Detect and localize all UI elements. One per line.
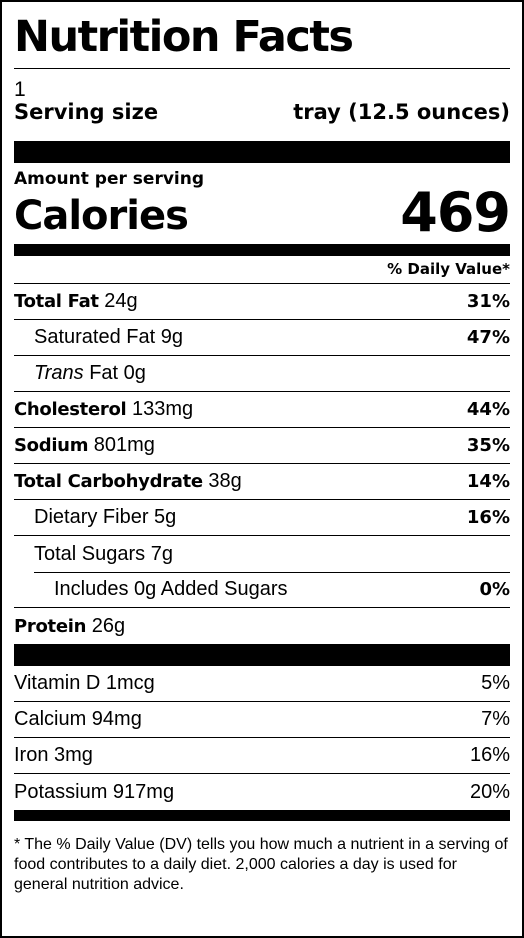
- vitamin-row-iron: Iron 3mg 16%: [14, 738, 510, 774]
- calories-label: Calories: [14, 193, 189, 239]
- nutrient-dv: 14%: [466, 471, 510, 492]
- calories-row: Calories 469: [14, 186, 511, 240]
- vitamin-row-potassium: Potassium 917mg 20%: [14, 774, 510, 810]
- nutrient-name: Protein: [14, 615, 87, 637]
- servings-per-container: 1: [14, 78, 26, 101]
- vitamin-name: Vitamin D 1mcg: [14, 672, 155, 694]
- nutrient-name: Total Sugars: [34, 542, 146, 565]
- nutrient-amount: 9g: [160, 326, 183, 348]
- nutrient-row-protein: Protein 26g: [14, 608, 510, 644]
- vitamin-name: Potassium 917mg: [14, 780, 175, 803]
- nutrient-name: Total Carbohydrate: [14, 471, 203, 492]
- nutrient-row-saturated-fat: Saturated Fat 9g 47%: [14, 320, 510, 356]
- nutrient-name: Cholesterol: [14, 399, 127, 420]
- nutrient-amount: 26g: [91, 614, 126, 637]
- serving-size-value: tray (12.5 ounces): [293, 100, 510, 124]
- nutrient-name: Saturated Fat: [34, 326, 156, 348]
- nutrient-row-trans-fat: Trans Fat 0g: [14, 356, 510, 392]
- medium-divider: [14, 810, 510, 821]
- nutrient-row-added-sugars: Includes 0g Added Sugars 0%: [14, 572, 510, 608]
- nutrient-name: Dietary Fiber: [34, 506, 149, 528]
- medium-divider: [14, 244, 510, 256]
- nutrient-row-sodium: Sodium 801mg 35%: [14, 428, 510, 464]
- nutrient-amount: 0g: [123, 362, 146, 384]
- vitamin-dv: 7%: [481, 708, 510, 730]
- nutrient-name: Total Fat: [14, 291, 99, 312]
- vitamin-name: Iron 3mg: [14, 744, 93, 766]
- footnote: * The % Daily Value (DV) tells you how m…: [14, 836, 508, 893]
- vitamin-row-calcium: Calcium 94mg 7%: [14, 702, 510, 738]
- vitamin-row-vitamin-d: Vitamin D 1mcg 5%: [14, 666, 510, 702]
- serving-size-row: Serving size tray (12.5 ounces): [14, 102, 510, 128]
- nutrient-name-italic: Trans: [34, 362, 84, 384]
- nutrient-dv: 0%: [479, 579, 510, 600]
- vitamin-dv: 5%: [481, 672, 510, 694]
- nutrient-dv: 31%: [466, 291, 510, 312]
- vitamin-dv: 16%: [469, 744, 510, 766]
- vitamin-name: Calcium 94mg: [14, 708, 142, 730]
- nutrient-row-total-carbohydrate: Total Carbohydrate 38g 14%: [14, 464, 510, 500]
- label-title: Nutrition Facts: [14, 12, 354, 62]
- nutrient-dv: 47%: [466, 327, 510, 348]
- nutrient-dv: 35%: [466, 435, 510, 456]
- vitamin-dv: 20%: [469, 780, 510, 803]
- nutrient-amount: 38g: [208, 470, 242, 492]
- nutrient-name: Sodium: [14, 435, 89, 456]
- nutrient-amount: 7g: [150, 542, 173, 565]
- thick-divider: [14, 141, 510, 163]
- nutrient-row-dietary-fiber: Dietary Fiber 5g 16%: [14, 500, 510, 536]
- nutrient-amount: 801mg: [93, 434, 155, 456]
- serving-size-label: Serving size: [14, 100, 159, 124]
- nutrient-row-cholesterol: Cholesterol 133mg 44%: [14, 392, 510, 428]
- divider: [14, 68, 510, 69]
- nutrient-row-total-fat: Total Fat 24g 31%: [14, 284, 510, 320]
- thick-divider: [14, 644, 510, 666]
- nutrient-name: Includes 0g Added Sugars: [54, 578, 288, 600]
- calories-value: 469: [400, 181, 511, 244]
- daily-value-header: % Daily Value*: [14, 256, 510, 284]
- nutrient-name: Fat: [89, 362, 119, 384]
- nutrient-amount: 133mg: [131, 398, 194, 420]
- nutrient-amount: 5g: [154, 506, 177, 528]
- nutrient-row-total-sugars: Total Sugars 7g: [14, 536, 510, 573]
- amount-per-serving: Amount per serving: [14, 169, 205, 189]
- nutrient-dv: 16%: [466, 507, 510, 528]
- nutrient-dv: 44%: [466, 399, 510, 420]
- nutrient-amount: 24g: [104, 290, 138, 312]
